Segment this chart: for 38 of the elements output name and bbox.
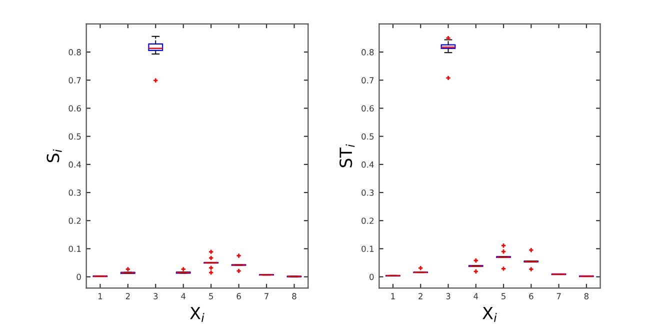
y-tick-label: 0.8 [68, 49, 81, 56]
x-tick-label: 2 [126, 293, 130, 300]
y-tick-label: 0.7 [68, 77, 81, 84]
y-tick-label: 0.6 [362, 105, 374, 112]
x-tick-label: 2 [418, 293, 422, 300]
x-tick-label: 8 [584, 293, 589, 300]
x-tick-label: 3 [446, 293, 450, 300]
x-tick-label: 8 [292, 293, 296, 300]
y-tick-label: 0.2 [68, 218, 81, 224]
y-tick-label: 0.5 [362, 133, 374, 140]
x-tick-label: 3 [154, 293, 158, 300]
y-axis-title: S$_{i}$ [46, 149, 62, 162]
y-tick-label: 0.1 [362, 246, 374, 252]
x-tick-label: 4 [181, 293, 186, 300]
y-tick-label: 0.3 [362, 190, 374, 196]
y-tick-label: 0.4 [68, 161, 81, 168]
x-axis-title: X$_{i}$ [190, 307, 204, 322]
y-axis-title: ST$_{i}$ [340, 144, 355, 168]
x-tick-label: 6 [236, 293, 241, 300]
x-tick-label: 1 [391, 293, 395, 300]
y-tick-label: 0 [76, 274, 81, 280]
x-tick-label: 6 [529, 293, 534, 300]
y-tick-label: 0.2 [362, 218, 374, 224]
x-tick-label: 4 [474, 293, 478, 300]
x-tick-label: 7 [264, 293, 268, 300]
y-tick-label: 0.8 [362, 49, 374, 56]
y-tick-label: 0 [370, 274, 374, 280]
y-tick-label: 0.6 [68, 105, 81, 112]
y-tick-label: 0.4 [362, 161, 374, 168]
x-tick-label: 7 [556, 293, 561, 300]
y-tick-label: 0.3 [68, 190, 81, 196]
x-tick-label: 5 [209, 293, 213, 300]
x-tick-label: 1 [98, 293, 102, 300]
x-axis-title: X$_{i}$ [482, 307, 497, 322]
y-tick-label: 0.7 [362, 77, 374, 84]
y-tick-label: 0.1 [68, 246, 81, 252]
x-tick-label: 5 [502, 293, 506, 300]
y-tick-label: 0.5 [68, 133, 81, 140]
